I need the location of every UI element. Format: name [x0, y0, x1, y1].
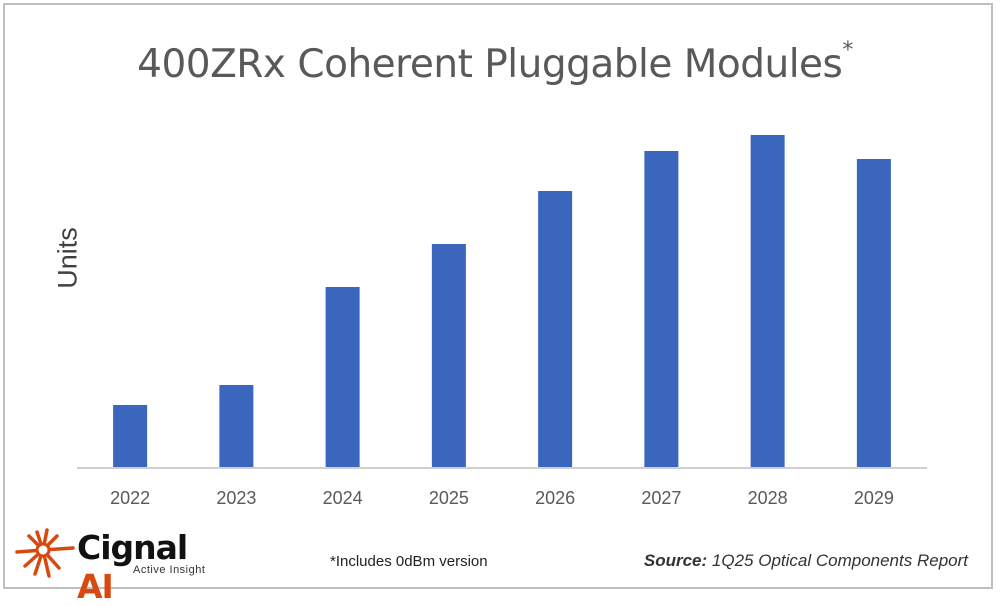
chart-frame: [3, 3, 993, 589]
logo-name: Cignal: [77, 528, 188, 567]
chart-title-text: 400ZRx Coherent Pluggable Modules: [137, 42, 843, 87]
logo-suffix: AI: [77, 567, 114, 606]
chart-title: 400ZRx Coherent Pluggable Modules*: [0, 38, 990, 87]
x-tick-label: 2024: [323, 488, 363, 508]
bar-2024: [325, 287, 360, 467]
sunburst-icon: [15, 528, 75, 578]
x-tick-label: 2023: [216, 488, 256, 508]
source-note: Source: 1Q25 Optical Components Report: [644, 551, 968, 571]
x-tick-label: 2022: [110, 488, 150, 508]
x-tick-label: 2025: [429, 488, 469, 508]
x-tick-label: 2028: [748, 488, 788, 508]
bar-2026: [538, 191, 573, 467]
bar-2029: [856, 159, 891, 467]
x-tick-label: 2027: [641, 488, 681, 508]
bar-2027: [644, 151, 679, 467]
bar-2025: [431, 244, 466, 467]
bar-2022: [113, 405, 148, 467]
logo-tagline: Active Insight: [133, 564, 206, 576]
x-tick-label: 2029: [854, 488, 894, 508]
bar-2023: [219, 385, 254, 467]
source-text: 1Q25 Optical Components Report: [711, 551, 968, 570]
footnote: *Includes 0dBm version: [330, 553, 488, 570]
source-label: Source:: [643, 551, 708, 570]
x-tick-label: 2026: [535, 488, 575, 508]
bar-2028: [750, 135, 785, 467]
title-footnote-marker: *: [842, 38, 853, 63]
cignal-ai-logo: Cignal AI Active Insight: [15, 528, 205, 606]
